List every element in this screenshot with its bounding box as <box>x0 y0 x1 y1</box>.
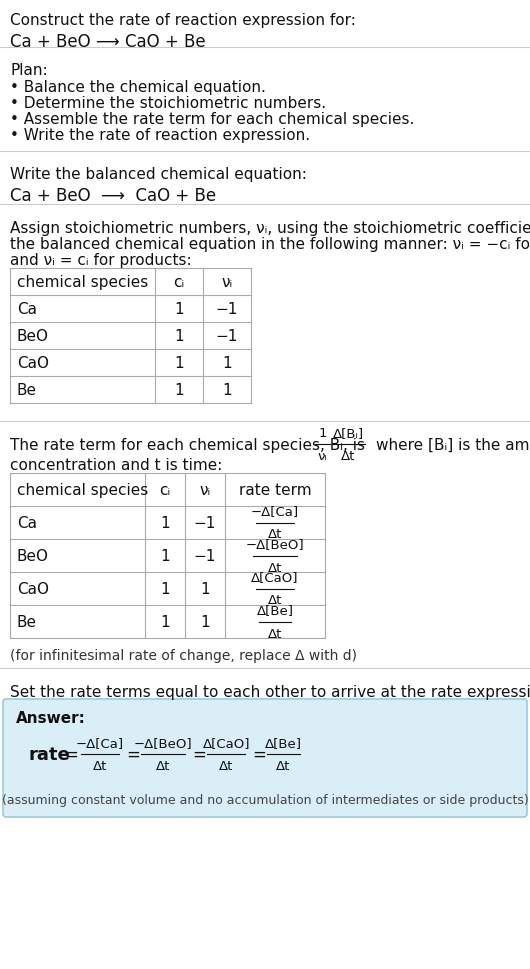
Text: Δ[Be]: Δ[Be] <box>265 736 302 749</box>
Text: −Δ[BeO]: −Δ[BeO] <box>246 538 304 551</box>
Text: and νᵢ = cᵢ for products:: and νᵢ = cᵢ for products: <box>10 253 192 267</box>
Text: cᵢ: cᵢ <box>173 275 184 290</box>
Text: =: = <box>64 745 78 764</box>
Text: Answer:: Answer: <box>16 710 86 725</box>
Text: • Write the rate of reaction expression.: • Write the rate of reaction expression. <box>10 128 310 142</box>
Text: 1: 1 <box>318 426 326 440</box>
Text: (assuming constant volume and no accumulation of intermediates or side products): (assuming constant volume and no accumul… <box>2 794 528 806</box>
Text: The rate term for each chemical species, Bᵢ, is: The rate term for each chemical species,… <box>10 438 365 453</box>
Text: BeO: BeO <box>17 328 49 344</box>
Text: 1: 1 <box>160 548 170 563</box>
Text: Δt: Δt <box>268 627 282 640</box>
Text: 1: 1 <box>174 383 184 397</box>
Text: Δ[CaO]: Δ[CaO] <box>251 571 299 584</box>
Text: Write the balanced chemical equation:: Write the balanced chemical equation: <box>10 167 307 182</box>
Text: =: = <box>252 745 266 764</box>
Text: Δ[Bᵢ]: Δ[Bᵢ] <box>333 426 364 440</box>
Text: rate: rate <box>28 745 70 764</box>
Text: Plan:: Plan: <box>10 63 48 78</box>
Text: Δt: Δt <box>156 760 170 772</box>
Text: Be: Be <box>17 614 37 629</box>
Text: Δ[CaO]: Δ[CaO] <box>202 736 250 749</box>
Text: Ca + BeO ⟶ CaO + Be: Ca + BeO ⟶ CaO + Be <box>10 33 206 51</box>
Text: where [Bᵢ] is the amount: where [Bᵢ] is the amount <box>376 438 530 453</box>
Text: Ca: Ca <box>17 516 37 530</box>
Text: −1: −1 <box>194 516 216 530</box>
Text: the balanced chemical equation in the following manner: νᵢ = −cᵢ for reactants: the balanced chemical equation in the fo… <box>10 236 530 252</box>
Text: =: = <box>192 745 206 764</box>
Text: −1: −1 <box>216 301 238 317</box>
Text: • Determine the stoichiometric numbers.: • Determine the stoichiometric numbers. <box>10 96 326 110</box>
Text: −Δ[Ca]: −Δ[Ca] <box>76 736 124 749</box>
Text: νᵢ: νᵢ <box>222 275 233 290</box>
Text: 1: 1 <box>160 581 170 596</box>
Text: Δt: Δt <box>268 594 282 607</box>
Text: 1: 1 <box>160 614 170 629</box>
Text: 1: 1 <box>222 356 232 370</box>
Text: Be: Be <box>17 383 37 397</box>
Text: 1: 1 <box>200 614 210 629</box>
Text: • Assemble the rate term for each chemical species.: • Assemble the rate term for each chemic… <box>10 111 414 127</box>
Text: chemical species: chemical species <box>17 275 148 290</box>
Text: cᵢ: cᵢ <box>160 483 171 497</box>
Text: Ca + BeO  ⟶  CaO + Be: Ca + BeO ⟶ CaO + Be <box>10 187 216 204</box>
Text: −1: −1 <box>194 548 216 563</box>
Text: Construct the rate of reaction expression for:: Construct the rate of reaction expressio… <box>10 13 356 28</box>
Text: (for infinitesimal rate of change, replace Δ with d): (for infinitesimal rate of change, repla… <box>10 648 357 663</box>
Text: νᵢ: νᵢ <box>199 483 210 497</box>
Text: Δt: Δt <box>268 528 282 541</box>
Text: Δt: Δt <box>341 450 356 462</box>
Text: 1: 1 <box>160 516 170 530</box>
Text: Δ[Be]: Δ[Be] <box>257 604 294 617</box>
Text: 1: 1 <box>174 356 184 370</box>
Text: CaO: CaO <box>17 356 49 370</box>
Text: −1: −1 <box>216 328 238 344</box>
Text: BeO: BeO <box>17 548 49 563</box>
Text: rate term: rate term <box>238 483 311 497</box>
Text: Δt: Δt <box>276 760 291 772</box>
Text: −Δ[Ca]: −Δ[Ca] <box>251 505 299 518</box>
Text: Δt: Δt <box>93 760 107 772</box>
Text: 1: 1 <box>174 328 184 344</box>
Text: chemical species: chemical species <box>17 483 148 497</box>
Text: −Δ[BeO]: −Δ[BeO] <box>134 736 192 749</box>
Text: Assign stoichiometric numbers, νᵢ, using the stoichiometric coefficients, cᵢ, fr: Assign stoichiometric numbers, νᵢ, using… <box>10 221 530 235</box>
Text: • Balance the chemical equation.: • Balance the chemical equation. <box>10 79 266 95</box>
Text: concentration and t is time:: concentration and t is time: <box>10 457 223 473</box>
FancyBboxPatch shape <box>3 700 527 817</box>
Text: Δt: Δt <box>219 760 233 772</box>
Text: Ca: Ca <box>17 301 37 317</box>
Text: 1: 1 <box>222 383 232 397</box>
Text: 1: 1 <box>174 301 184 317</box>
Text: νᵢ: νᵢ <box>317 450 328 462</box>
Text: Set the rate terms equal to each other to arrive at the rate expression:: Set the rate terms equal to each other t… <box>10 684 530 700</box>
Text: =: = <box>126 745 140 764</box>
Text: CaO: CaO <box>17 581 49 596</box>
Text: 1: 1 <box>200 581 210 596</box>
Text: Δt: Δt <box>268 561 282 574</box>
